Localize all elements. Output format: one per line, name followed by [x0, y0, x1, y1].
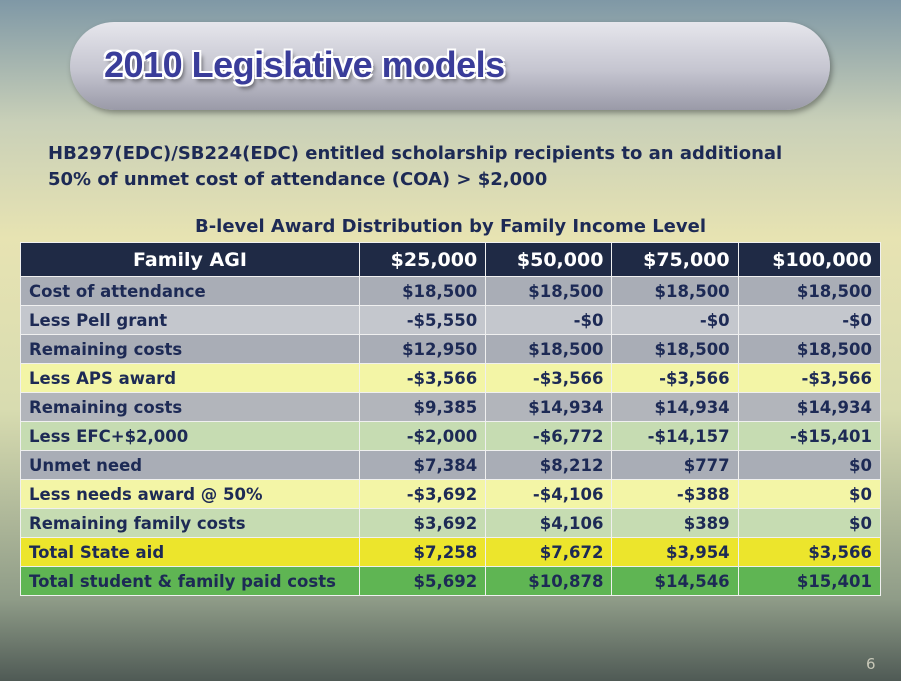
row-label: Cost of attendance	[20, 276, 360, 306]
subtitle-line: 50% of unmet cost of attendance (COA) > …	[48, 169, 548, 190]
cell: $9,385	[358, 392, 487, 422]
cell: -$0	[611, 305, 739, 335]
cell: $3,692	[358, 508, 487, 538]
cell: -$388	[611, 479, 739, 509]
cell: -$2,000	[358, 421, 487, 451]
table-row: Cost of attendance $18,500 $18,500 $18,500 $…	[20, 276, 882, 306]
table-row: Less Pell grant -$5,550 -$0 -$0 -$0	[20, 305, 882, 335]
page-number: 6	[866, 655, 876, 673]
table-row: Remaining costs $12,950 $18,500 $18,500 $18,…	[20, 334, 882, 364]
cell: $18,500	[611, 334, 739, 364]
cell: $5,692	[358, 566, 487, 596]
cell: $14,934	[485, 392, 613, 422]
row-label: Less needs award @ 50%	[20, 479, 360, 509]
cell: -$0	[485, 305, 613, 335]
row-label: Remaining family costs	[20, 508, 360, 538]
table-row: Less APS award -$3,566 -$3,566 -$3,566 -$3,5…	[20, 363, 882, 393]
cell: $0	[737, 479, 882, 509]
cell: $0	[737, 450, 882, 480]
subtitle: HB297(EDC)/SB224(EDC) entitled scholarsh…	[48, 141, 782, 193]
column-header: $100,000	[737, 242, 882, 277]
slide-title: 2010 Legislative models	[104, 44, 505, 85]
cell: -$4,106	[485, 479, 613, 509]
cell: $14,934	[737, 392, 882, 422]
table-row: Less needs award @ 50% -$3,692 -$4,106 -$38…	[20, 479, 882, 509]
cell: -$3,566	[485, 363, 613, 393]
row-label: Remaining costs	[20, 392, 360, 422]
table-row: Total State aid $7,258 $7,672 $3,954 $3,566	[20, 537, 882, 567]
table-caption: B-level Award Distribution by Family Inc…	[194, 216, 706, 237]
cell: $3,954	[611, 537, 739, 567]
cell: $18,500	[611, 276, 739, 306]
row-label: Unmet need	[20, 450, 360, 480]
cell: -$5,550	[358, 305, 487, 335]
table-row: Unmet need $7,384 $8,212 $777 $0	[20, 450, 882, 480]
column-header: $25,000	[358, 242, 487, 277]
cell: -$3,692	[358, 479, 487, 509]
cell: $14,934	[611, 392, 739, 422]
cell: -$3,566	[737, 363, 882, 393]
cell: $777	[611, 450, 739, 480]
row-label: Total State aid	[20, 537, 360, 567]
cell: $8,212	[485, 450, 613, 480]
table-row: Remaining family costs $3,692 $4,106 $389 $0	[20, 508, 882, 538]
cell: $18,500	[737, 334, 882, 364]
cell: $18,500	[485, 334, 613, 364]
cell: $10,878	[485, 566, 613, 596]
cell: $7,672	[485, 537, 613, 567]
cell: $12,950	[358, 334, 487, 364]
column-header: Family AGI	[20, 242, 360, 277]
row-label: Total student & family paid costs	[20, 566, 360, 596]
cell: $4,106	[485, 508, 613, 538]
header-row: Family AGI $25,000 $50,000 $75,000 $100,000	[20, 242, 882, 277]
table-row: Remaining costs $9,385 $14,934 $14,934 $14,9…	[20, 392, 882, 422]
cell: -$3,566	[611, 363, 739, 393]
cell: $7,384	[358, 450, 487, 480]
cell: $15,401	[737, 566, 882, 596]
table-row: Total student & family paid costs $5,692 $…	[20, 566, 882, 596]
subtitle-line: HB297(EDC)/SB224(EDC) entitled scholarsh…	[48, 143, 783, 164]
cell: -$3,566	[358, 363, 487, 393]
cell: $7,258	[358, 537, 487, 567]
cell: $18,500	[737, 276, 882, 306]
cell: $389	[611, 508, 739, 538]
cell: $18,500	[358, 276, 487, 306]
cell: -$14,157	[611, 421, 739, 451]
cell: $0	[737, 508, 882, 538]
scroll-graphic	[70, 22, 830, 110]
award-table: Family AGI $25,000 $50,000 $75,000 $100,000 …	[20, 242, 882, 596]
cell: $3,566	[737, 537, 882, 567]
row-label: Remaining costs	[20, 334, 360, 364]
cell: -$6,772	[485, 421, 613, 451]
cell: $14,546	[611, 566, 739, 596]
row-label: Less EFC+$2,000	[20, 421, 360, 451]
table-body: Cost of attendance $18,500 $18,500 $18,500 $…	[20, 276, 882, 596]
row-label: Less APS award	[20, 363, 360, 393]
cell: -$0	[737, 305, 882, 335]
cell: -$15,401	[737, 421, 882, 451]
cell: $18,500	[485, 276, 613, 306]
column-header: $50,000	[485, 242, 613, 277]
table-row: Less EFC+$2,000 -$2,000 -$6,772 -$14,157 -$1…	[20, 421, 882, 451]
row-label: Less Pell grant	[20, 305, 360, 335]
column-header: $75,000	[611, 242, 739, 277]
